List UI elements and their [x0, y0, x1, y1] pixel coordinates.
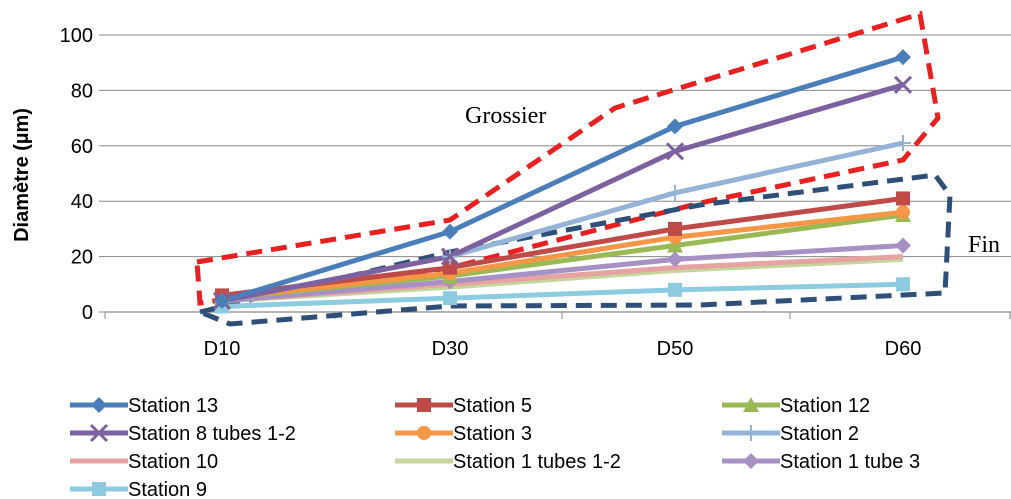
legend-marker [417, 398, 431, 412]
legend-label: Station 10 [128, 451, 218, 473]
data-point [895, 237, 911, 254]
data-point [443, 291, 457, 306]
data-point [667, 237, 683, 253]
legend-item: Station 8 tubes 1-2 [70, 423, 296, 445]
x-tick-label: D10 [204, 338, 241, 360]
y-tick-label: 0 [82, 302, 93, 324]
data-point [896, 191, 910, 206]
y-tick-labels: 0 20 40 60 80 100 [60, 25, 93, 324]
series-markers [212, 49, 913, 314]
legend-item: Station 2 [722, 423, 859, 445]
legend-label: Station 3 [453, 423, 532, 445]
legend-marker [91, 397, 107, 413]
data-point [895, 135, 911, 152]
legend-item: Station 3 [395, 423, 532, 445]
fin-region-outline [191, 172, 953, 327]
x-axis [104, 311, 1011, 319]
legend-item: Station 1 tube 3 [722, 451, 920, 473]
series-line [221, 82, 904, 304]
series-line [221, 281, 904, 309]
y-tick-label: 80 [71, 80, 93, 102]
data-point [667, 118, 683, 135]
y-tick-label: 20 [71, 247, 93, 269]
data-point [214, 292, 230, 309]
y-axis-label: Diamètre (µm) [11, 108, 33, 242]
legend-marker [743, 425, 759, 441]
y-tick-label: 60 [71, 136, 93, 158]
data-point [665, 142, 685, 161]
x-tick-labels: D10 D30 D50 D60 [204, 338, 922, 360]
x-tick-label: D30 [432, 338, 469, 360]
data-point [896, 277, 910, 292]
y-tick-label: 40 [71, 191, 93, 213]
legend-item: Station 13 [70, 395, 218, 417]
legend-marker [92, 482, 106, 496]
data-point [893, 75, 913, 94]
legend-label: Station 1 tube 3 [780, 451, 920, 473]
legend-label: Station 13 [128, 395, 218, 417]
legend-label: Station 8 tubes 1-2 [128, 423, 296, 445]
legend-label: Station 5 [453, 395, 532, 417]
data-point [895, 49, 911, 66]
data-point [896, 205, 910, 220]
legend: Station 13 Station 5 Station 12 Station 8 t… [70, 395, 920, 499]
legend-label: Station 2 [780, 423, 859, 445]
legend-label: Station 9 [128, 479, 207, 499]
legend-marker [89, 423, 109, 443]
x-tick-label: D60 [885, 338, 922, 360]
legend-marker [417, 426, 431, 440]
series-line [221, 195, 904, 298]
legend-marker [743, 453, 759, 469]
data-point [668, 221, 682, 236]
data-point [668, 282, 682, 297]
series-line [221, 243, 904, 304]
legend-item: Station 5 [395, 395, 532, 417]
data-point [443, 260, 457, 275]
legend-item: Station 9 [70, 479, 207, 499]
legend-label: Station 12 [780, 395, 870, 417]
x-tick-label: D50 [657, 338, 694, 360]
data-point [440, 247, 460, 266]
legend-item: Station 10 [70, 451, 218, 473]
data-point [667, 251, 683, 268]
y-tick-label: 100 [60, 25, 93, 47]
legend-marker [743, 397, 759, 412]
legend-label: Station 1 tubes 1-2 [453, 451, 621, 473]
annotation-grossier: Grossier [465, 103, 546, 129]
series-line [221, 209, 904, 301]
legend-item: Station 12 [722, 395, 870, 417]
data-point [667, 184, 683, 201]
series-lines [221, 54, 904, 309]
data-point [442, 223, 458, 240]
legend-item: Station 1 tubes 1-2 [395, 451, 621, 473]
series-line [221, 54, 904, 304]
annotation-fin: Fin [968, 232, 1000, 258]
